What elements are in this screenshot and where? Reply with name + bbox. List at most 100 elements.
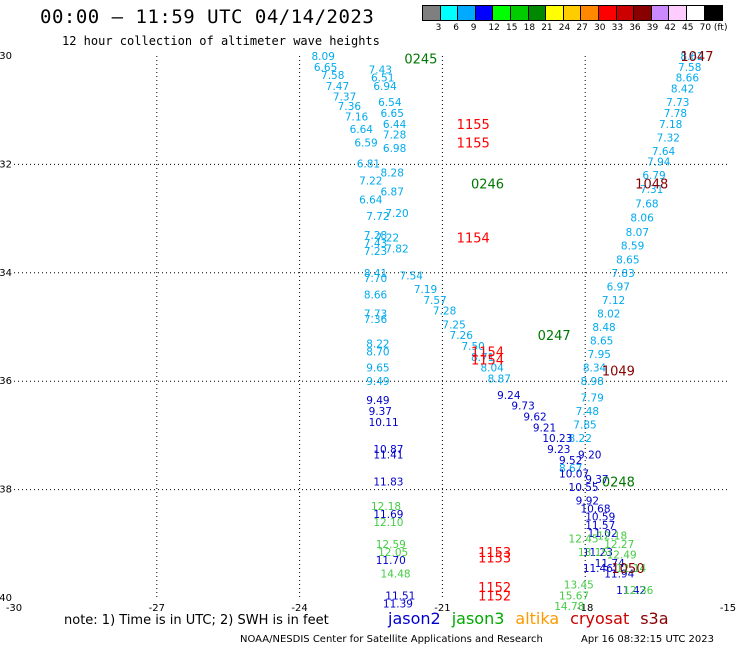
swh-value-label: 7.94 <box>647 157 671 169</box>
swh-value-label: 8.62 <box>680 51 703 63</box>
swh-value-label: 7.78 <box>664 108 687 120</box>
track-time-label: 1050 <box>611 562 644 577</box>
swh-value-label: 7.68 <box>635 198 658 210</box>
swh-value-label: 8.09 <box>312 51 335 63</box>
colorbar-label: 15 <box>506 23 518 33</box>
swh-value-label: 7.31 <box>640 184 663 196</box>
colorbar-label: 18 <box>523 23 536 33</box>
swh-value-label: 8.65 <box>616 254 639 266</box>
swh-value-label: 10.59 <box>585 512 615 524</box>
swh-value-label: 7.48 <box>576 406 599 418</box>
swh-value-label: 9.52 <box>559 455 582 467</box>
track-time-label: 1154 <box>457 232 490 247</box>
swh-value-label: 7.50 <box>461 341 484 353</box>
swh-value-label: 10.23 <box>542 433 572 445</box>
swh-value-label: 8.34 <box>583 363 607 375</box>
swh-value-label: 7.12 <box>602 295 625 307</box>
swh-value-label: 11.39 <box>383 598 413 610</box>
swh-value-label: 7.23 <box>364 246 387 258</box>
swh-value-label: 11.69 <box>373 509 403 521</box>
swh-value-label: 6.64 <box>350 124 374 136</box>
swh-value-label: 6.81 <box>357 158 380 170</box>
swh-value-label: 11.83 <box>373 476 403 488</box>
x-tick-label: -27 <box>149 603 165 614</box>
swh-value-label: 6.59 <box>354 138 377 150</box>
y-tick-label: -40 <box>0 593 12 604</box>
swh-value-label: 11.51 <box>385 590 415 602</box>
swh-value-label: 10.68 <box>580 504 610 516</box>
swh-value-label: 11.02 <box>588 528 618 540</box>
swh-value-label: 7.47 <box>326 81 349 93</box>
swh-value-label: 7.16 <box>345 112 369 124</box>
track-time-label: 1152 <box>478 581 511 596</box>
swh-value-label: 15.67 <box>559 590 589 602</box>
swh-value-label: 9.21 <box>533 422 556 434</box>
swh-value-label: 8.59 <box>621 241 644 253</box>
swh-value-label: 7.26 <box>450 330 474 342</box>
track-time-label: 1153 <box>478 551 511 566</box>
swh-value-label: 8.48 <box>592 322 615 334</box>
swh-value-label: 12.45 <box>569 533 599 545</box>
swh-value-label: 11.57 <box>585 520 615 532</box>
swh-value-label: 12.10 <box>373 517 403 529</box>
swh-value-label: 8.87 <box>488 373 511 385</box>
swh-value-label: 7.73 <box>364 308 387 320</box>
track-time-label: 1049 <box>602 364 635 379</box>
colorbar-label: 45 <box>682 23 694 33</box>
colorbar-label: 24 <box>558 23 571 33</box>
swh-value-label: 6.97 <box>607 281 630 293</box>
swh-value-label: 9.24 <box>497 390 521 402</box>
footer-timestamp: Apr 16 08:32:15 UTC 2023 <box>581 634 714 645</box>
satellite-legend: jason2 jason3 altika cryosat s3a <box>388 609 680 628</box>
x-tick-label: -24 <box>291 603 307 614</box>
swh-value-label: 6.44 <box>383 119 407 131</box>
swh-value-label: 11.94 <box>604 569 634 581</box>
swh-value-label: 8.42 <box>671 84 694 96</box>
swh-value-label: 7.83 <box>611 268 634 280</box>
colorbar-label: 36 <box>629 23 641 33</box>
legend-entry-cryosat: cryosat <box>570 609 630 628</box>
swh-value-label: 11.41 <box>373 449 403 461</box>
swh-value-label: 8.67 <box>559 463 582 475</box>
swh-value-label: 8.66 <box>676 73 700 85</box>
swh-value-label: 7.22 <box>376 233 399 245</box>
swh-value-label: 7.70 <box>364 273 387 285</box>
swh-value-label: 6.98 <box>383 143 406 155</box>
track-time-label: 0246 <box>471 177 504 192</box>
swh-value-label: 13.15 <box>578 547 608 559</box>
swh-value-label: 11.74 <box>595 558 625 570</box>
x-tick-label: -18 <box>577 603 593 614</box>
swh-value-label: 7.58 <box>321 70 344 82</box>
swh-value-label: 12.27 <box>604 539 634 551</box>
swh-value-label: 7.22 <box>359 176 382 188</box>
swh-value-label: 7.73 <box>666 97 689 109</box>
swh-value-label: 8.04 <box>480 363 504 375</box>
colorbar-label: 33 <box>611 23 624 33</box>
swh-value-label: 10.11 <box>369 417 399 429</box>
track-time-label: 0247 <box>538 329 571 344</box>
track-time-label: 1155 <box>457 118 490 133</box>
swh-value-label: 7.25 <box>442 319 465 331</box>
colorbar-label: 30 <box>594 23 606 33</box>
swh-value-label: 9.20 <box>578 449 601 461</box>
swh-value-label: 8.22 <box>569 433 592 445</box>
colorbar-label: 3 <box>435 23 442 33</box>
colorbar-label: 12 <box>488 23 500 33</box>
swh-value-label: 7.54 <box>400 271 424 283</box>
swh-value-label: 7.43 <box>364 238 387 250</box>
swh-value-label: 8.22 <box>366 338 389 350</box>
swh-value-label: 9.23 <box>547 444 570 456</box>
swh-value-label: 14.78 <box>554 601 584 613</box>
track-time-label: 1154 <box>471 354 504 369</box>
track-time-label: 1155 <box>457 137 490 152</box>
swh-value-label: 7.37 <box>333 92 356 104</box>
swh-value-label: 8.71 <box>471 352 494 364</box>
swh-value-label: 9.73 <box>511 401 534 413</box>
swh-value-label: 6.64 <box>359 195 383 207</box>
swh-value-label: 11.23 <box>583 547 613 559</box>
swh-value-label: 8.06 <box>630 213 654 225</box>
legend-entry-jason3: jason3 <box>451 609 505 628</box>
swh-value-label: 9.37 <box>585 474 608 486</box>
colorbar-label: 39 <box>646 23 659 33</box>
